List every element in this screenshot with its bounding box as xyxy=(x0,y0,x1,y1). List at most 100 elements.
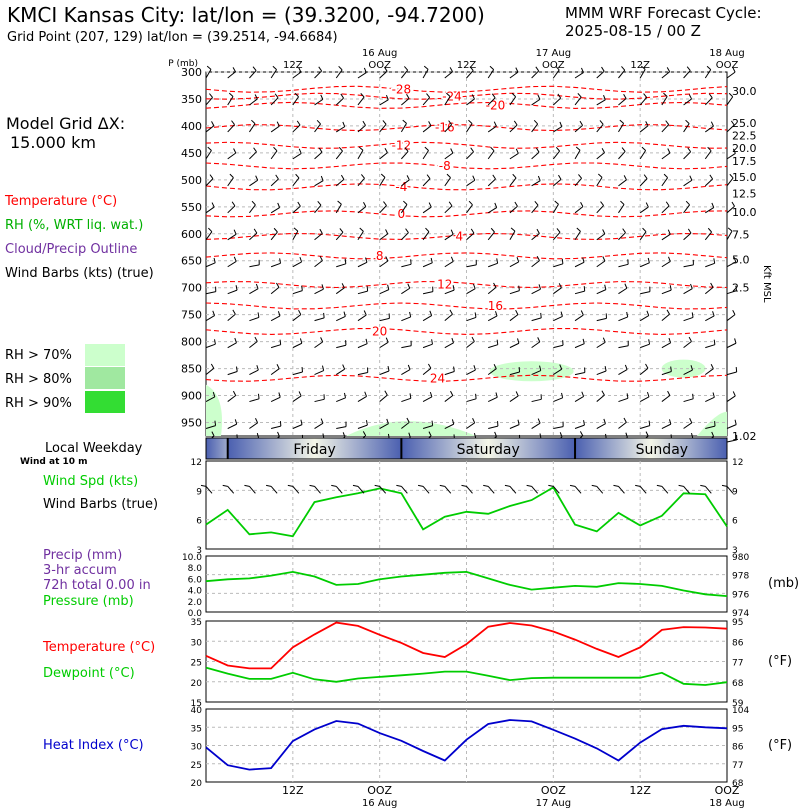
wind-barb-flag xyxy=(730,120,735,126)
wind-barb-flag xyxy=(533,119,539,125)
wind-barb-flag xyxy=(317,201,322,206)
wind-barb xyxy=(314,180,324,187)
wind-barb xyxy=(531,180,541,187)
wind-barb xyxy=(292,395,302,402)
wind-barb xyxy=(205,262,216,268)
wind-barb xyxy=(509,314,519,322)
right-tick-label: 68 xyxy=(732,779,744,789)
top-hour-label: OOZ xyxy=(542,60,565,71)
wind-barb-flag xyxy=(494,202,498,208)
wind-barb xyxy=(401,316,411,322)
wind-barb xyxy=(249,232,258,241)
wind-barb-flag xyxy=(385,256,389,262)
legend-dewpoint: Dewpoint (°C) xyxy=(43,666,135,681)
wind-barb xyxy=(466,70,474,79)
wind-barb-flag xyxy=(690,283,693,289)
wind-barb-flag xyxy=(687,147,692,153)
wind-barb xyxy=(357,343,368,349)
wind-barb-flag xyxy=(362,431,367,436)
wind-barb-flag xyxy=(339,228,344,233)
surface-wind-barb xyxy=(618,486,625,494)
wind-barb-flag xyxy=(407,283,411,289)
left-tick-label: 35 xyxy=(191,618,202,628)
wind-barb xyxy=(227,313,236,322)
pressure-tick-label: 450 xyxy=(181,147,202,160)
wind-barb-flag xyxy=(515,309,519,315)
isotherm-line xyxy=(205,374,728,382)
wind-barb-flag xyxy=(211,431,215,437)
wind-barb xyxy=(335,203,342,214)
wind-barb xyxy=(531,70,540,79)
wind-barb-flag xyxy=(424,146,429,151)
pressure-tick-label: 500 xyxy=(181,174,202,187)
wind-barb-flag xyxy=(712,392,715,398)
wind-barb xyxy=(596,394,605,402)
right-tick-label: 12 xyxy=(732,458,743,468)
wind-barb-flag xyxy=(453,366,455,372)
wind-barb-flag xyxy=(621,66,626,71)
wind-barb xyxy=(379,177,386,187)
wind-barb xyxy=(205,206,215,214)
wind-barb-flag xyxy=(643,93,648,98)
wind-barb xyxy=(357,206,367,214)
left-tick-label: 40 xyxy=(191,706,203,716)
wind-barb xyxy=(726,71,736,79)
wind-barb xyxy=(357,314,367,322)
wind-barb-flag xyxy=(300,419,303,425)
wind-barb xyxy=(705,262,715,268)
wind-barb xyxy=(314,233,323,241)
wind-barb xyxy=(292,261,302,268)
wind-barb xyxy=(704,231,712,241)
wind-barb xyxy=(270,231,278,241)
wind-barb xyxy=(553,263,564,268)
wind-barb-flag xyxy=(645,363,649,369)
surface-wind-barb-flag xyxy=(678,484,684,487)
wind-barb xyxy=(401,151,409,160)
wind-barb xyxy=(249,98,258,106)
pressure-tick-label: 700 xyxy=(181,282,202,295)
wind-barb-flag xyxy=(296,120,301,126)
wind-barb xyxy=(531,398,542,403)
wind-barb-flag xyxy=(665,201,670,207)
wind-barb-flag xyxy=(582,338,585,344)
left-tick-label: 0.0 xyxy=(188,609,203,619)
wind-barb-flag xyxy=(647,257,650,263)
wind-barb-flag xyxy=(538,284,542,290)
wind-barb xyxy=(314,422,324,429)
wind-barb-flag xyxy=(425,227,430,233)
wind-barb-flag xyxy=(601,66,605,72)
wind-barb-flag xyxy=(603,418,606,424)
wind-barb xyxy=(422,425,433,429)
wind-barb-flag xyxy=(426,93,431,98)
wind-barb xyxy=(639,206,649,214)
wind-barb-flag xyxy=(405,228,409,233)
wind-barb-flag xyxy=(384,147,388,153)
wind-barb xyxy=(205,178,214,187)
wind-barb xyxy=(422,396,433,402)
wind-barb-flag xyxy=(710,364,714,369)
wind-barb-flag xyxy=(295,173,300,179)
wind-barb xyxy=(205,291,216,295)
wind-barb xyxy=(726,96,734,106)
top-date-label: 16 Aug xyxy=(362,48,397,59)
wind-barb-flag xyxy=(255,175,259,181)
wind-barb-flag xyxy=(575,146,581,151)
wind-barb-flag xyxy=(211,202,215,208)
wind-barb-flag xyxy=(426,174,431,179)
wind-barb-flag xyxy=(489,65,494,70)
wind-barb xyxy=(661,233,671,241)
wind-barb-flag xyxy=(493,364,497,369)
wind-barb-flag xyxy=(277,311,281,317)
wind-barb-flag xyxy=(624,283,628,289)
wind-barb-flag xyxy=(518,285,520,291)
wind-barb-flag xyxy=(229,173,234,179)
wind-barb xyxy=(205,343,216,349)
right-tick-label: 104 xyxy=(732,706,749,716)
wind-barb xyxy=(314,317,325,322)
wind-barb-flag xyxy=(511,92,517,98)
wind-barb-flag xyxy=(556,228,561,233)
wind-barb-flag xyxy=(731,201,735,207)
legend-temp-sfc: Temperature (°C) xyxy=(43,640,156,655)
legend-precip-total: 72h total 0.00 in xyxy=(43,578,151,593)
